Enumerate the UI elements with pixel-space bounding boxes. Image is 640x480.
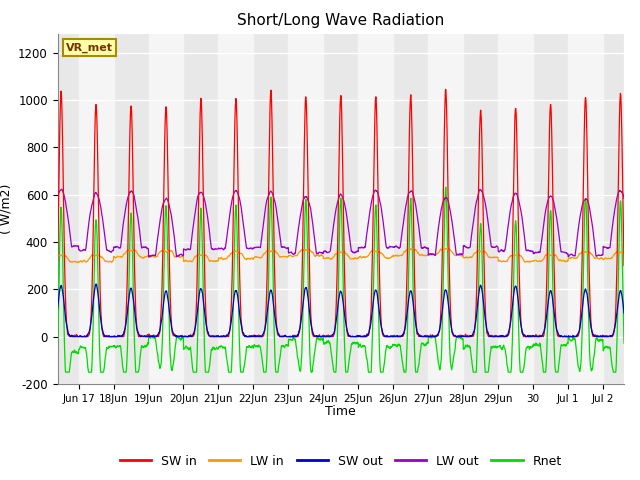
Bar [358, 34, 393, 384]
Bar [568, 34, 603, 384]
Bar [428, 34, 463, 384]
X-axis label: Time: Time [325, 405, 356, 418]
Legend: SW in, LW in, SW out, LW out, Rnet: SW in, LW in, SW out, LW out, Rnet [115, 450, 567, 473]
Bar [498, 34, 533, 384]
Title: Short/Long Wave Radiation: Short/Long Wave Radiation [237, 13, 444, 28]
Bar [218, 34, 253, 384]
Bar [289, 34, 323, 384]
Bar [79, 34, 113, 384]
Bar [148, 34, 184, 384]
Bar [624, 34, 638, 384]
Text: VR_met: VR_met [66, 42, 113, 53]
Y-axis label: ( W/m2): ( W/m2) [0, 184, 13, 234]
